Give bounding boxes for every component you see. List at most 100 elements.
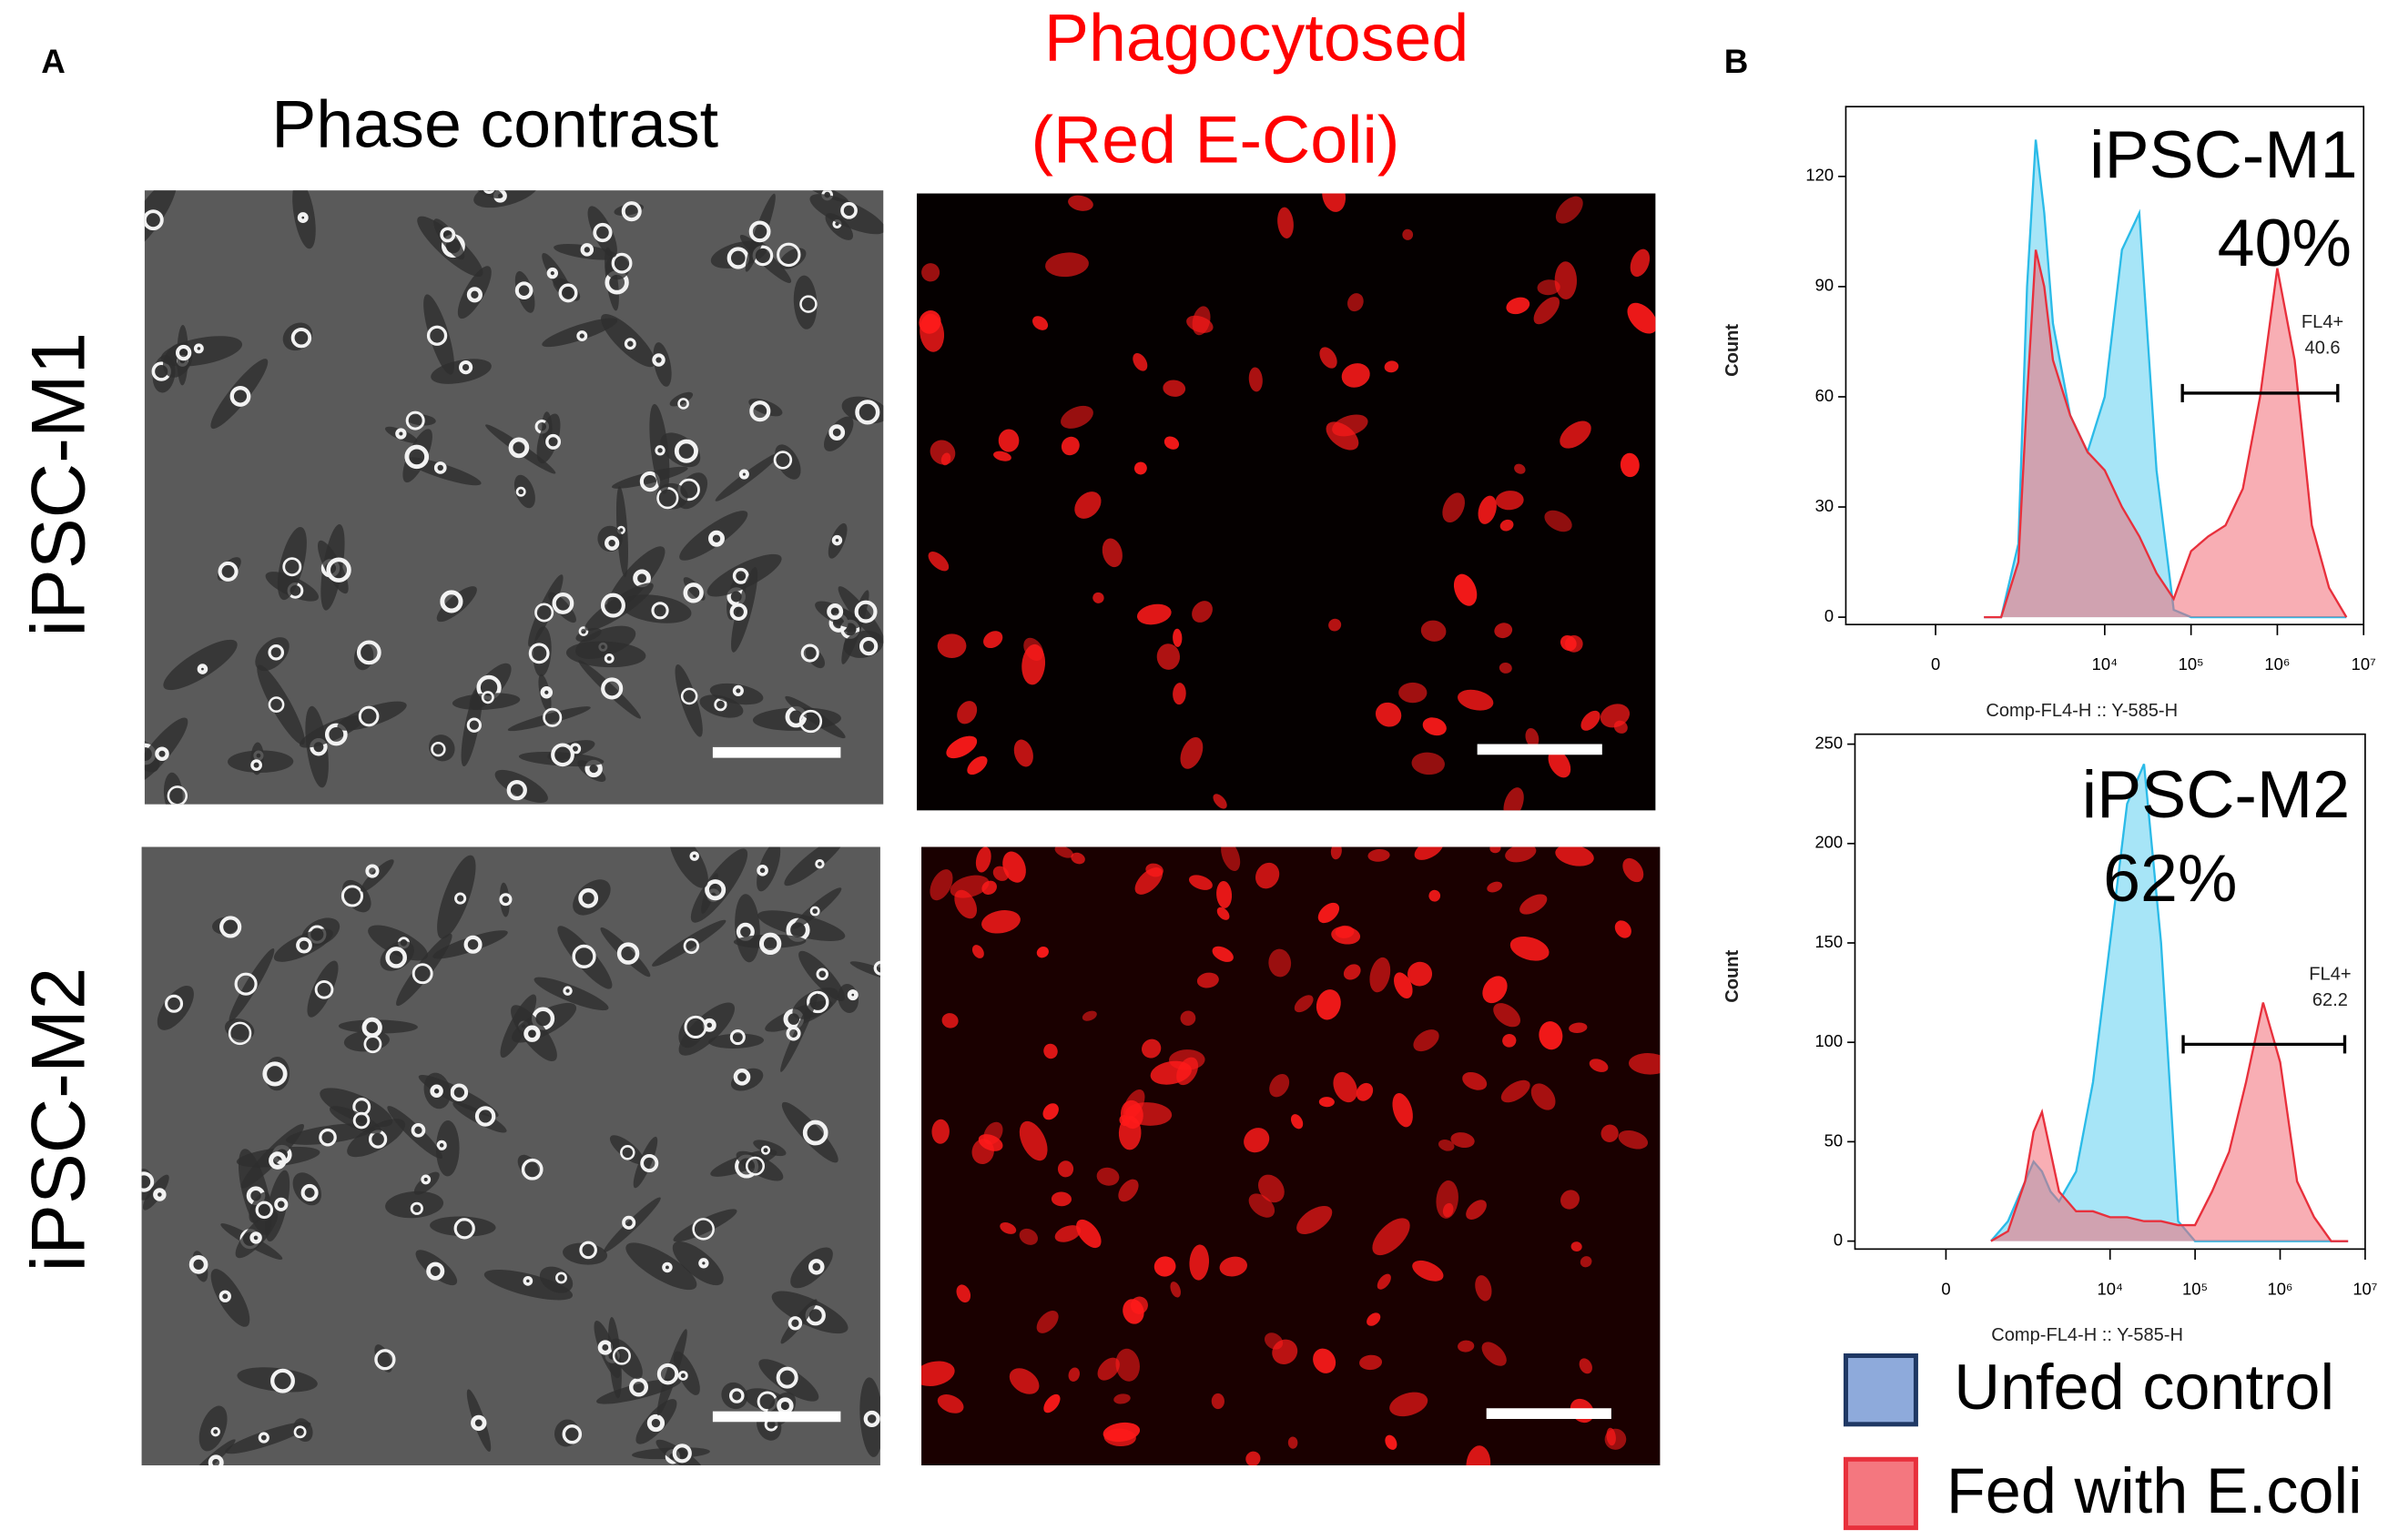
cell bbox=[1359, 1354, 1383, 1371]
x-tick-label: 10⁴ bbox=[2092, 654, 2118, 674]
cell bbox=[1499, 519, 1514, 532]
cell bbox=[1458, 689, 1494, 711]
cell bbox=[1555, 196, 1583, 224]
cell bbox=[1618, 1130, 1649, 1150]
cell-halo bbox=[412, 963, 433, 985]
cell bbox=[1061, 405, 1093, 429]
cell bbox=[975, 846, 991, 873]
cell bbox=[1244, 1128, 1270, 1153]
cell-halo bbox=[655, 445, 666, 456]
cell bbox=[1564, 634, 1583, 653]
cell bbox=[1341, 363, 1370, 388]
cell bbox=[1322, 193, 1346, 212]
y-tick-label: 200 bbox=[1814, 833, 1843, 852]
cell bbox=[675, 664, 703, 737]
cell bbox=[1453, 573, 1478, 606]
cell bbox=[1414, 846, 1444, 860]
cell bbox=[930, 869, 953, 901]
y-tick-label: 0 bbox=[1824, 606, 1834, 625]
x-axis-label: Comp-FL4-H :: Y-585-H bbox=[1986, 701, 2178, 721]
cell bbox=[210, 359, 269, 430]
cell bbox=[1539, 1021, 1563, 1050]
cell-halo bbox=[831, 534, 843, 546]
cell bbox=[1173, 628, 1183, 647]
cell bbox=[1533, 297, 1560, 325]
cell bbox=[757, 846, 781, 892]
cell-halo bbox=[165, 994, 184, 1013]
cell bbox=[485, 424, 556, 474]
cell-halo bbox=[404, 444, 430, 470]
cell-halo bbox=[873, 960, 880, 976]
cell bbox=[1156, 643, 1181, 670]
cell bbox=[921, 263, 940, 282]
cell-halo bbox=[815, 859, 825, 869]
cell-halo bbox=[777, 242, 801, 268]
cell-halo bbox=[579, 1241, 597, 1260]
y-tick-label: 90 bbox=[1815, 276, 1834, 295]
cell bbox=[286, 1123, 375, 1145]
y-axis-label: Count bbox=[1722, 949, 1743, 1002]
x-tick-label: 10⁴ bbox=[2098, 1279, 2123, 1298]
cell bbox=[1097, 1357, 1120, 1381]
cell-halo bbox=[580, 243, 594, 257]
cell-halo bbox=[748, 220, 771, 243]
cell-halo bbox=[799, 295, 818, 313]
cell bbox=[1153, 1256, 1176, 1277]
cell-halo bbox=[621, 201, 642, 222]
cell-halo bbox=[738, 469, 749, 480]
cell bbox=[1032, 316, 1049, 330]
gate-label: FL4+ bbox=[2309, 964, 2351, 984]
gate-value: 62.2 bbox=[2312, 990, 2348, 1010]
cell bbox=[430, 1216, 496, 1237]
cell bbox=[609, 1135, 645, 1165]
cell-halo bbox=[521, 1158, 544, 1180]
cell bbox=[1019, 1228, 1039, 1245]
cell bbox=[1170, 1282, 1181, 1298]
cell-halo bbox=[552, 592, 574, 614]
cell bbox=[1343, 964, 1361, 980]
cell bbox=[1514, 463, 1526, 474]
cell-halo bbox=[193, 343, 204, 354]
cell bbox=[1213, 794, 1227, 809]
cell-halo bbox=[229, 386, 251, 407]
cell-halo bbox=[523, 1025, 541, 1042]
cell bbox=[1313, 1348, 1336, 1373]
cell bbox=[1398, 682, 1428, 704]
cell bbox=[1500, 1079, 1530, 1103]
cell bbox=[919, 310, 941, 334]
cell bbox=[1068, 1367, 1080, 1382]
cell bbox=[1458, 1340, 1475, 1353]
cell-halo bbox=[210, 1426, 220, 1437]
cell-halo bbox=[620, 1145, 635, 1160]
cell bbox=[1462, 1071, 1488, 1090]
cell bbox=[1481, 1342, 1507, 1366]
cell bbox=[1494, 623, 1513, 639]
y-tick-label: 150 bbox=[1814, 932, 1843, 951]
y-tick-label: 50 bbox=[1824, 1130, 1843, 1150]
cell-halo bbox=[646, 1413, 666, 1433]
cell bbox=[1042, 1103, 1059, 1120]
cell-halo bbox=[296, 937, 312, 954]
cell-halo bbox=[808, 1259, 825, 1275]
cell-halo bbox=[800, 643, 819, 663]
cell-halo bbox=[651, 602, 669, 620]
cell-halo bbox=[728, 1388, 745, 1403]
cell bbox=[528, 574, 564, 647]
legend: Unfed control Fed with E.coli bbox=[1843, 1351, 2363, 1531]
cell bbox=[673, 1209, 737, 1242]
cell bbox=[1043, 1043, 1058, 1059]
histogram-area bbox=[1990, 1002, 2349, 1241]
cell bbox=[1021, 643, 1046, 685]
cells bbox=[141, 846, 880, 1465]
cell bbox=[1347, 293, 1364, 312]
cell-halo bbox=[365, 864, 380, 878]
cell-halo bbox=[773, 451, 793, 470]
cell bbox=[1113, 1393, 1131, 1404]
cell bbox=[587, 206, 617, 258]
cell-halo bbox=[689, 851, 700, 861]
cell bbox=[649, 403, 670, 494]
cell bbox=[1168, 1049, 1205, 1070]
cell bbox=[1394, 972, 1413, 998]
